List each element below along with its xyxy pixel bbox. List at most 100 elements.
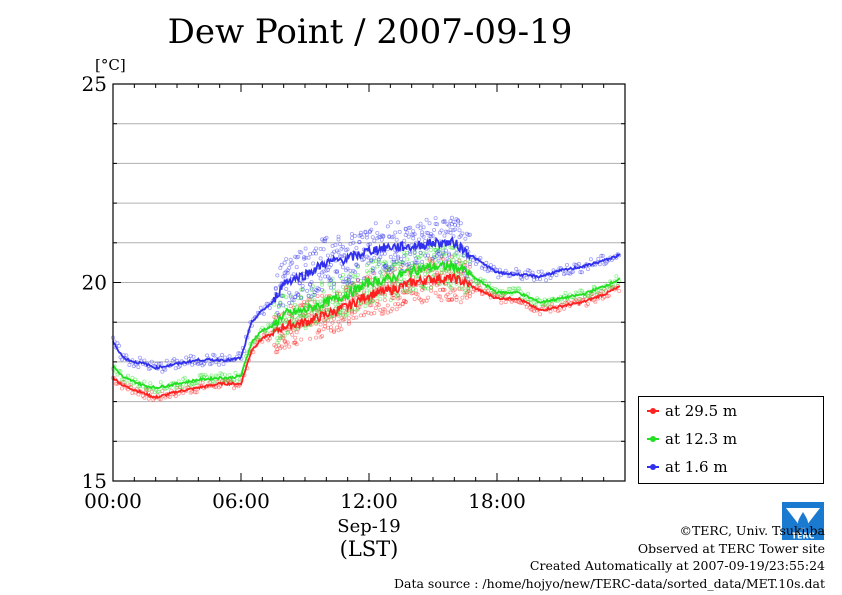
data-point bbox=[146, 366, 151, 371]
data-point bbox=[331, 282, 336, 287]
data-point bbox=[458, 300, 463, 305]
data-point bbox=[149, 389, 154, 394]
data-point bbox=[446, 252, 451, 257]
data-point bbox=[294, 330, 299, 335]
data-point bbox=[315, 308, 320, 313]
data-point bbox=[370, 298, 375, 303]
data-point bbox=[563, 271, 568, 276]
data-point bbox=[433, 248, 438, 253]
data-point bbox=[142, 358, 147, 363]
data-point bbox=[321, 327, 326, 332]
data-point bbox=[333, 302, 338, 307]
data-point bbox=[282, 339, 287, 344]
data-point bbox=[576, 261, 581, 266]
data-point bbox=[451, 228, 456, 233]
data-point bbox=[254, 334, 259, 339]
data-point bbox=[343, 276, 348, 281]
data-point bbox=[358, 313, 363, 318]
data-point bbox=[308, 282, 313, 287]
data-point bbox=[343, 289, 348, 294]
data-point bbox=[370, 235, 375, 240]
data-point bbox=[379, 233, 384, 238]
data-point bbox=[303, 246, 308, 251]
data-point bbox=[130, 375, 135, 380]
data-point bbox=[411, 236, 416, 241]
data-point bbox=[276, 305, 281, 310]
data-point bbox=[394, 307, 399, 312]
data-point bbox=[317, 328, 322, 333]
data-point bbox=[436, 248, 441, 253]
data-point bbox=[417, 255, 422, 260]
data-point bbox=[358, 230, 363, 235]
data-point bbox=[429, 234, 434, 239]
data-point bbox=[357, 240, 362, 245]
data-point bbox=[323, 321, 328, 326]
data-point bbox=[299, 313, 304, 318]
data-point bbox=[346, 319, 351, 324]
created-text: Created Automatically at 2007-09-19/23:5… bbox=[529, 558, 825, 573]
data-point bbox=[278, 300, 283, 305]
data-point bbox=[390, 264, 395, 269]
data-point bbox=[391, 259, 396, 264]
data-point bbox=[146, 387, 151, 392]
data-point bbox=[331, 281, 336, 286]
data-point bbox=[357, 304, 362, 309]
data-point bbox=[381, 261, 386, 266]
data-point bbox=[593, 299, 598, 304]
data-point bbox=[599, 289, 604, 294]
data-point bbox=[120, 386, 125, 391]
y-tick-label: 20 bbox=[82, 271, 107, 295]
data-point bbox=[285, 330, 290, 335]
data-point bbox=[318, 299, 323, 304]
data-point bbox=[436, 258, 441, 263]
data-point bbox=[403, 300, 408, 305]
data-point bbox=[611, 283, 616, 288]
data-point bbox=[290, 300, 295, 305]
data-point bbox=[445, 297, 450, 302]
data-point bbox=[340, 279, 345, 284]
data-point bbox=[435, 250, 440, 255]
data-point bbox=[617, 288, 622, 293]
data-point bbox=[212, 353, 217, 358]
data-point bbox=[224, 378, 229, 383]
data-point bbox=[440, 256, 445, 261]
data-point bbox=[133, 377, 138, 382]
data-point bbox=[351, 274, 356, 279]
data-point bbox=[349, 283, 354, 288]
data-point bbox=[273, 350, 278, 355]
data-point bbox=[203, 373, 208, 378]
chart-title: Dew Point / 2007-09-19 bbox=[167, 12, 573, 52]
data-point bbox=[342, 317, 347, 322]
data-point bbox=[551, 268, 556, 273]
data-point bbox=[427, 221, 432, 226]
data-point bbox=[320, 293, 325, 298]
data-point bbox=[409, 291, 414, 296]
data-point bbox=[445, 292, 450, 297]
data-point bbox=[402, 298, 407, 303]
data-point bbox=[351, 280, 356, 285]
data-point bbox=[312, 299, 317, 304]
data-point bbox=[261, 311, 266, 316]
data-point bbox=[403, 226, 408, 231]
data-point bbox=[541, 304, 546, 309]
data-point bbox=[275, 336, 280, 341]
data-point bbox=[402, 238, 407, 243]
data-point bbox=[342, 305, 347, 310]
data-point bbox=[366, 270, 371, 275]
data-point bbox=[142, 395, 147, 400]
data-point bbox=[429, 232, 434, 237]
data-point bbox=[514, 266, 519, 271]
series-line-2 bbox=[112, 236, 621, 371]
data-point bbox=[485, 269, 490, 274]
data-point bbox=[275, 310, 280, 315]
data-point bbox=[437, 230, 442, 235]
data-point bbox=[427, 233, 432, 238]
data-point bbox=[588, 292, 593, 297]
data-point bbox=[272, 342, 277, 347]
data-point bbox=[305, 300, 310, 305]
data-point bbox=[336, 313, 341, 318]
data-point bbox=[281, 333, 286, 338]
data-point bbox=[454, 250, 459, 255]
data-point bbox=[278, 265, 283, 270]
data-point bbox=[227, 379, 232, 384]
